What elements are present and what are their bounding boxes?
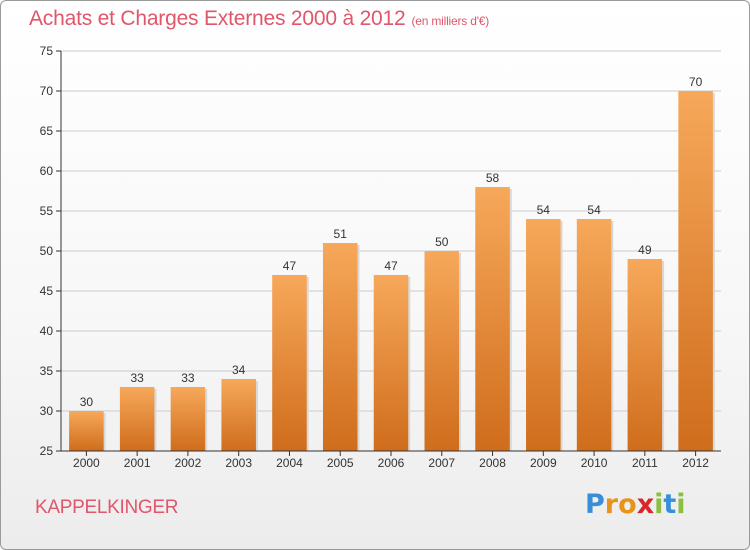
bar [424,251,460,451]
logo-letter: P [585,489,605,520]
x-tick-label: 2000 [73,456,100,470]
data-label: 34 [232,363,246,377]
bar [475,187,510,451]
y-tick-label: 35 [40,364,54,378]
y-tick-label: 65 [40,124,54,138]
labels: 25 30 35 40 45 50 55 60 65 70 75 30 2000 33 2001 33 2002… [40,44,710,470]
chart-title: Achats et Charges Externes 2000 à 2012 (e… [29,7,489,31]
y-tick-label: 55 [40,204,54,218]
proxiti-logo[interactable]: Proxiti [585,489,686,520]
bar [373,275,409,451]
data-label: 50 [435,235,449,249]
data-label: 33 [130,371,144,385]
x-tick-label: 2001 [124,456,151,470]
commune-name: KAPPELKINGER [35,497,179,518]
data-label: 54 [537,203,551,217]
y-tick-label: 45 [40,284,54,298]
bar [170,387,206,451]
x-tick-label: 2004 [276,456,303,470]
logo-letter: r [604,489,619,520]
bar [322,243,358,451]
logo-letter: t [663,489,677,520]
x-tick-label: 2007 [428,456,455,470]
bar [526,219,561,451]
bar [221,379,256,451]
bar [576,219,612,451]
data-label: 47 [384,259,398,273]
x-tick-label: 2009 [530,456,557,470]
data-label: 47 [283,259,297,273]
x-tick-label: 2011 [632,456,658,470]
data-label: 58 [486,171,500,185]
y-tick-label: 40 [40,324,54,338]
data-label: 33 [181,371,195,385]
y-tick-label: 60 [40,164,54,178]
data-label: 51 [334,227,348,241]
y-tick-label: 30 [40,404,54,418]
bar [69,411,104,451]
unit-label: (en milliers d'€) [411,14,490,28]
logo-letter: i [676,489,686,520]
bar [678,91,713,451]
x-tick-label: 2010 [581,456,608,470]
title-text: Achats et Charges Externes 2000 à 2012 [29,7,406,30]
x-tick-label: 2003 [225,456,252,470]
x-tick-label: 2002 [175,456,202,470]
y-tick-label: 25 [40,444,54,458]
y-tick-label: 75 [40,44,54,58]
logo-letter: o [618,489,637,520]
logo-letter: x [636,489,655,520]
x-tick-label: 2012 [682,456,709,470]
bar [627,259,663,451]
x-tick-label: 2006 [378,456,405,470]
bars [69,91,715,451]
x-tick-label: 2008 [479,456,506,470]
bar [119,387,155,451]
bar [272,275,307,451]
data-label: 54 [587,203,601,217]
y-tick-label: 50 [40,244,54,258]
data-label: 49 [638,243,652,257]
x-tick-label: 2005 [327,456,354,470]
y-tick-label: 70 [40,84,54,98]
data-label: 70 [689,75,703,89]
data-label: 30 [80,395,94,409]
logo-letter: i [654,489,664,520]
axes [56,50,721,456]
